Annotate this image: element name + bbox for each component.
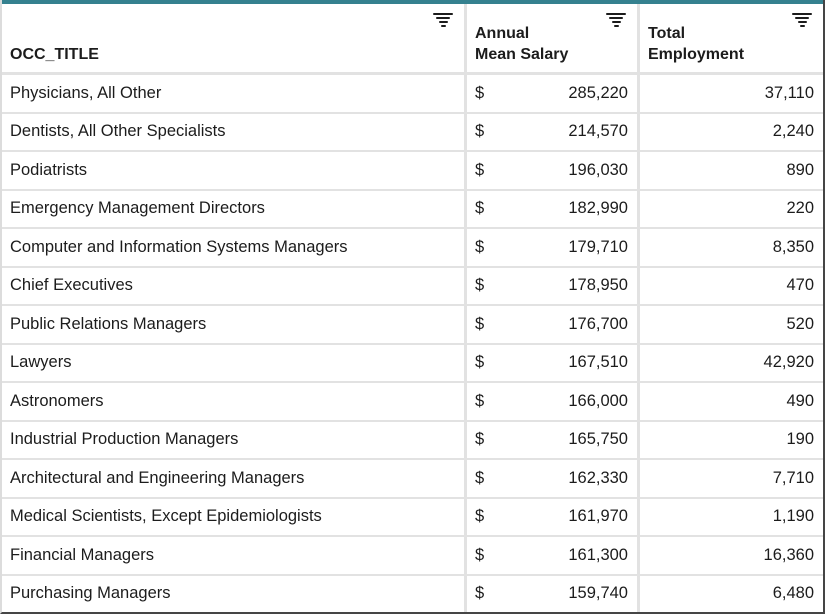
occ-title-cell[interactable]: Financial Managers bbox=[2, 537, 467, 574]
occ-title-cell[interactable]: Medical Scientists, Except Epidemiologis… bbox=[2, 498, 467, 535]
table-row: Dentists, All Other Specialists $214,570 2… bbox=[2, 113, 823, 152]
annual-mean-salary-cell[interactable]: $161,300 bbox=[467, 537, 640, 574]
salary-amount: 166,000 bbox=[568, 391, 628, 410]
header-cell-annual-mean-salary[interactable]: Annual Mean Salary bbox=[467, 4, 640, 72]
header-label-line2: Employment bbox=[648, 46, 745, 63]
currency-symbol: $ bbox=[475, 584, 485, 603]
total-employment-cell[interactable]: 16,360 bbox=[763, 545, 814, 564]
occ-title-cell[interactable]: Lawyers bbox=[2, 344, 467, 381]
salary-amount: 196,030 bbox=[568, 160, 628, 179]
occ-title-cell[interactable]: Industrial Production Managers bbox=[2, 421, 467, 458]
currency-symbol: $ bbox=[475, 237, 485, 256]
occ-title-cell[interactable]: Chief Executives bbox=[2, 267, 467, 304]
annual-mean-salary-cell[interactable]: $182,990 bbox=[467, 190, 640, 227]
annual-mean-salary-cell[interactable]: $285,220 bbox=[467, 75, 640, 112]
total-employment-cell[interactable]: 220 bbox=[786, 199, 814, 218]
total-employment-cell[interactable]: 7,710 bbox=[772, 468, 814, 487]
occ-title-cell[interactable]: Architectural and Engineering Managers bbox=[2, 460, 467, 497]
table-row: Podiatrists $196,030 890 bbox=[2, 152, 823, 191]
currency-symbol: $ bbox=[475, 276, 485, 295]
filter-icon[interactable] bbox=[433, 13, 453, 27]
currency-symbol: $ bbox=[475, 430, 485, 449]
header-label-line1: Annual bbox=[475, 25, 530, 42]
salary-amount: 176,700 bbox=[568, 314, 628, 333]
total-employment-cell[interactable]: 37,110 bbox=[764, 83, 814, 102]
salary-amount: 161,300 bbox=[568, 545, 628, 564]
annual-mean-salary-cell[interactable]: $165,750 bbox=[467, 421, 640, 458]
salary-amount: 179,710 bbox=[568, 237, 628, 256]
table-top-accent-bar bbox=[2, 0, 823, 4]
currency-symbol: $ bbox=[475, 83, 485, 102]
occ-title-cell[interactable]: Dentists, All Other Specialists bbox=[2, 113, 467, 150]
table-row: Architectural and Engineering Managers $1… bbox=[2, 460, 823, 499]
total-employment-cell[interactable]: 890 bbox=[786, 160, 814, 179]
annual-mean-salary-cell[interactable]: $162,330 bbox=[467, 460, 640, 497]
occ-title-cell[interactable]: Purchasing Managers bbox=[2, 575, 467, 612]
currency-symbol: $ bbox=[475, 391, 485, 410]
occ-title-cell[interactable]: Emergency Management Directors bbox=[2, 190, 467, 227]
currency-symbol: $ bbox=[475, 507, 485, 526]
table-row: Industrial Production Managers $165,750 19… bbox=[2, 421, 823, 460]
annual-mean-salary-cell[interactable]: $159,740 bbox=[467, 575, 640, 612]
salary-amount: 285,220 bbox=[568, 83, 628, 102]
currency-symbol: $ bbox=[475, 353, 485, 372]
annual-mean-salary-cell[interactable]: $214,570 bbox=[467, 113, 640, 150]
occ-title-cell[interactable]: Podiatrists bbox=[2, 152, 467, 189]
salary-amount: 178,950 bbox=[568, 276, 628, 295]
table-row: Financial Managers $161,300 16,360 bbox=[2, 537, 823, 576]
table-row: Computer and Information Systems Manager… bbox=[2, 229, 823, 268]
occ-title-cell[interactable]: Physicians, All Other bbox=[2, 75, 467, 112]
table-row: Physicians, All Other $285,220 37,110 bbox=[2, 75, 823, 114]
total-employment-cell[interactable]: 1,190 bbox=[772, 507, 814, 526]
currency-symbol: $ bbox=[475, 314, 485, 333]
table-row: Medical Scientists, Except Epidemiologis… bbox=[2, 498, 823, 537]
table-row: Chief Executives $178,950 470 bbox=[2, 267, 823, 306]
total-employment-cell[interactable]: 6,480 bbox=[772, 584, 814, 603]
currency-symbol: $ bbox=[475, 468, 485, 487]
table-row: Public Relations Managers $176,700 520 bbox=[2, 306, 823, 345]
salary-amount: 165,750 bbox=[568, 430, 628, 449]
annual-mean-salary-cell[interactable]: $176,700 bbox=[467, 306, 640, 343]
table-row: Emergency Management Directors $182,990 22… bbox=[2, 190, 823, 229]
header-cell-occ-title[interactable]: OCC_TITLE bbox=[2, 4, 467, 72]
salary-amount: 214,570 bbox=[568, 122, 628, 141]
annual-mean-salary-cell[interactable]: $196,030 bbox=[467, 152, 640, 189]
total-employment-cell[interactable]: 2,240 bbox=[772, 122, 814, 141]
total-employment-cell[interactable]: 8,350 bbox=[772, 237, 814, 256]
total-employment-cell[interactable]: 190 bbox=[786, 430, 814, 449]
table-body: Physicians, All Other $285,220 37,110 Denti… bbox=[2, 75, 823, 612]
header-label: OCC_TITLE bbox=[10, 46, 99, 63]
salary-amount: 167,510 bbox=[568, 353, 628, 372]
salary-amount: 159,740 bbox=[568, 584, 628, 603]
total-employment-cell[interactable]: 520 bbox=[786, 314, 814, 333]
annual-mean-salary-cell[interactable]: $179,710 bbox=[467, 229, 640, 266]
annual-mean-salary-cell[interactable]: $161,970 bbox=[467, 498, 640, 535]
currency-symbol: $ bbox=[475, 160, 485, 179]
header-label-line1: Total bbox=[648, 25, 686, 42]
table-row: Astronomers $166,000 490 bbox=[2, 383, 823, 422]
table-header-row: OCC_TITLE Annual Mean Salary Total Emplo… bbox=[2, 4, 823, 75]
total-employment-cell[interactable]: 42,920 bbox=[763, 353, 814, 372]
currency-symbol: $ bbox=[475, 545, 485, 564]
currency-symbol: $ bbox=[475, 199, 485, 218]
salary-amount: 162,330 bbox=[568, 468, 628, 487]
annual-mean-salary-cell[interactable]: $178,950 bbox=[467, 267, 640, 304]
filter-icon[interactable] bbox=[792, 13, 812, 27]
annual-mean-salary-cell[interactable]: $166,000 bbox=[467, 383, 640, 420]
total-employment-cell[interactable]: 490 bbox=[786, 391, 814, 410]
table-row: Purchasing Managers $159,740 6,480 bbox=[2, 575, 823, 612]
salary-amount: 161,970 bbox=[568, 507, 628, 526]
occ-title-cell[interactable]: Public Relations Managers bbox=[2, 306, 467, 343]
filter-icon[interactable] bbox=[606, 13, 626, 27]
header-label-line2: Mean Salary bbox=[475, 46, 569, 63]
total-employment-cell[interactable]: 470 bbox=[786, 276, 814, 295]
occ-title-cell[interactable]: Computer and Information Systems Manager… bbox=[2, 229, 467, 266]
table-row: Lawyers $167,510 42,920 bbox=[2, 344, 823, 383]
currency-symbol: $ bbox=[475, 122, 485, 141]
header-cell-total-employment[interactable]: Total Employment bbox=[640, 4, 823, 72]
annual-mean-salary-cell[interactable]: $167,510 bbox=[467, 344, 640, 381]
occ-title-cell[interactable]: Astronomers bbox=[2, 383, 467, 420]
salary-amount: 182,990 bbox=[568, 199, 628, 218]
